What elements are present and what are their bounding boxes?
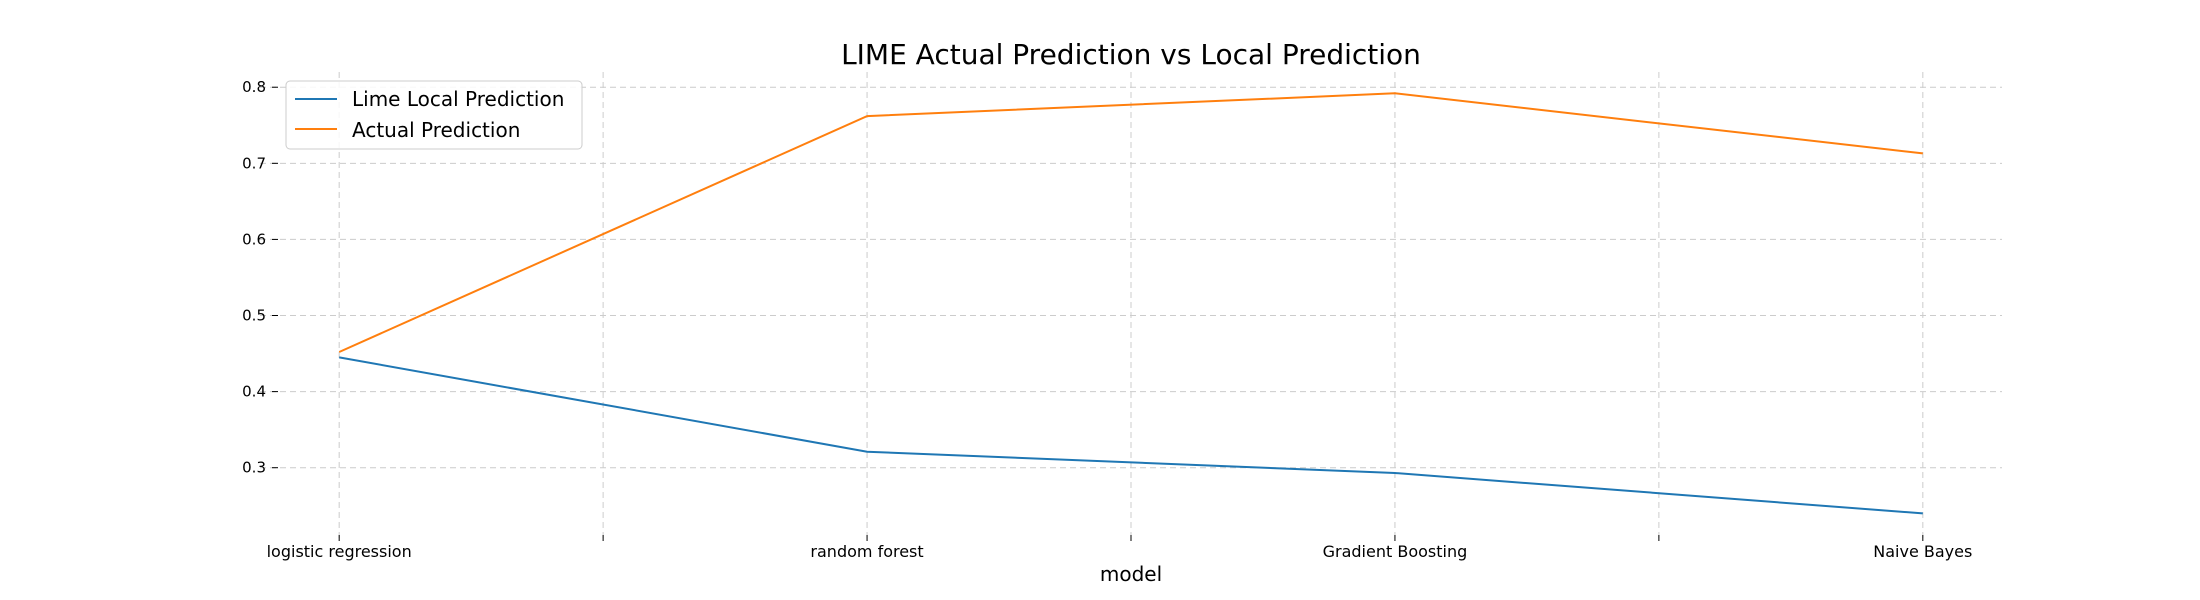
y-tick-label: 0.8 (242, 78, 266, 96)
x-tick-label: random forest (810, 542, 923, 561)
x-tick-label: Gradient Boosting (1323, 542, 1468, 561)
legend-box (285, 80, 583, 150)
x-tick-label: logistic regression (267, 542, 412, 561)
x-tick-label: Naive Bayes (1873, 542, 1972, 561)
legend: Lime Local Prediction Actual Prediction (285, 80, 583, 150)
series-lines (338, 92, 1923, 515)
series-line-actual-prediction (338, 92, 1923, 353)
y-tick-label: 0.5 (242, 307, 266, 325)
y-tick-label: 0.4 (242, 383, 266, 401)
legend-label-actual-prediction: Actual Prediction (352, 118, 520, 142)
y-tick-label: 0.7 (242, 154, 266, 172)
series-line-lime-local-prediction (339, 356, 1923, 515)
legend-label-lime-local-prediction: Lime Local Prediction (352, 87, 564, 111)
y-axis-ticks: 0.3 0.4 0.5 0.6 0.7 0.8 (242, 78, 278, 477)
y-tick-label: 0.3 (242, 459, 266, 477)
x-axis-ticks: logistic regression random forest Gradient… (267, 535, 1972, 561)
chart-title: LIME Actual Prediction vs Local Predicti… (841, 38, 1421, 71)
x-axis-label: model (1100, 562, 1162, 586)
y-tick-label: 0.6 (242, 230, 266, 248)
